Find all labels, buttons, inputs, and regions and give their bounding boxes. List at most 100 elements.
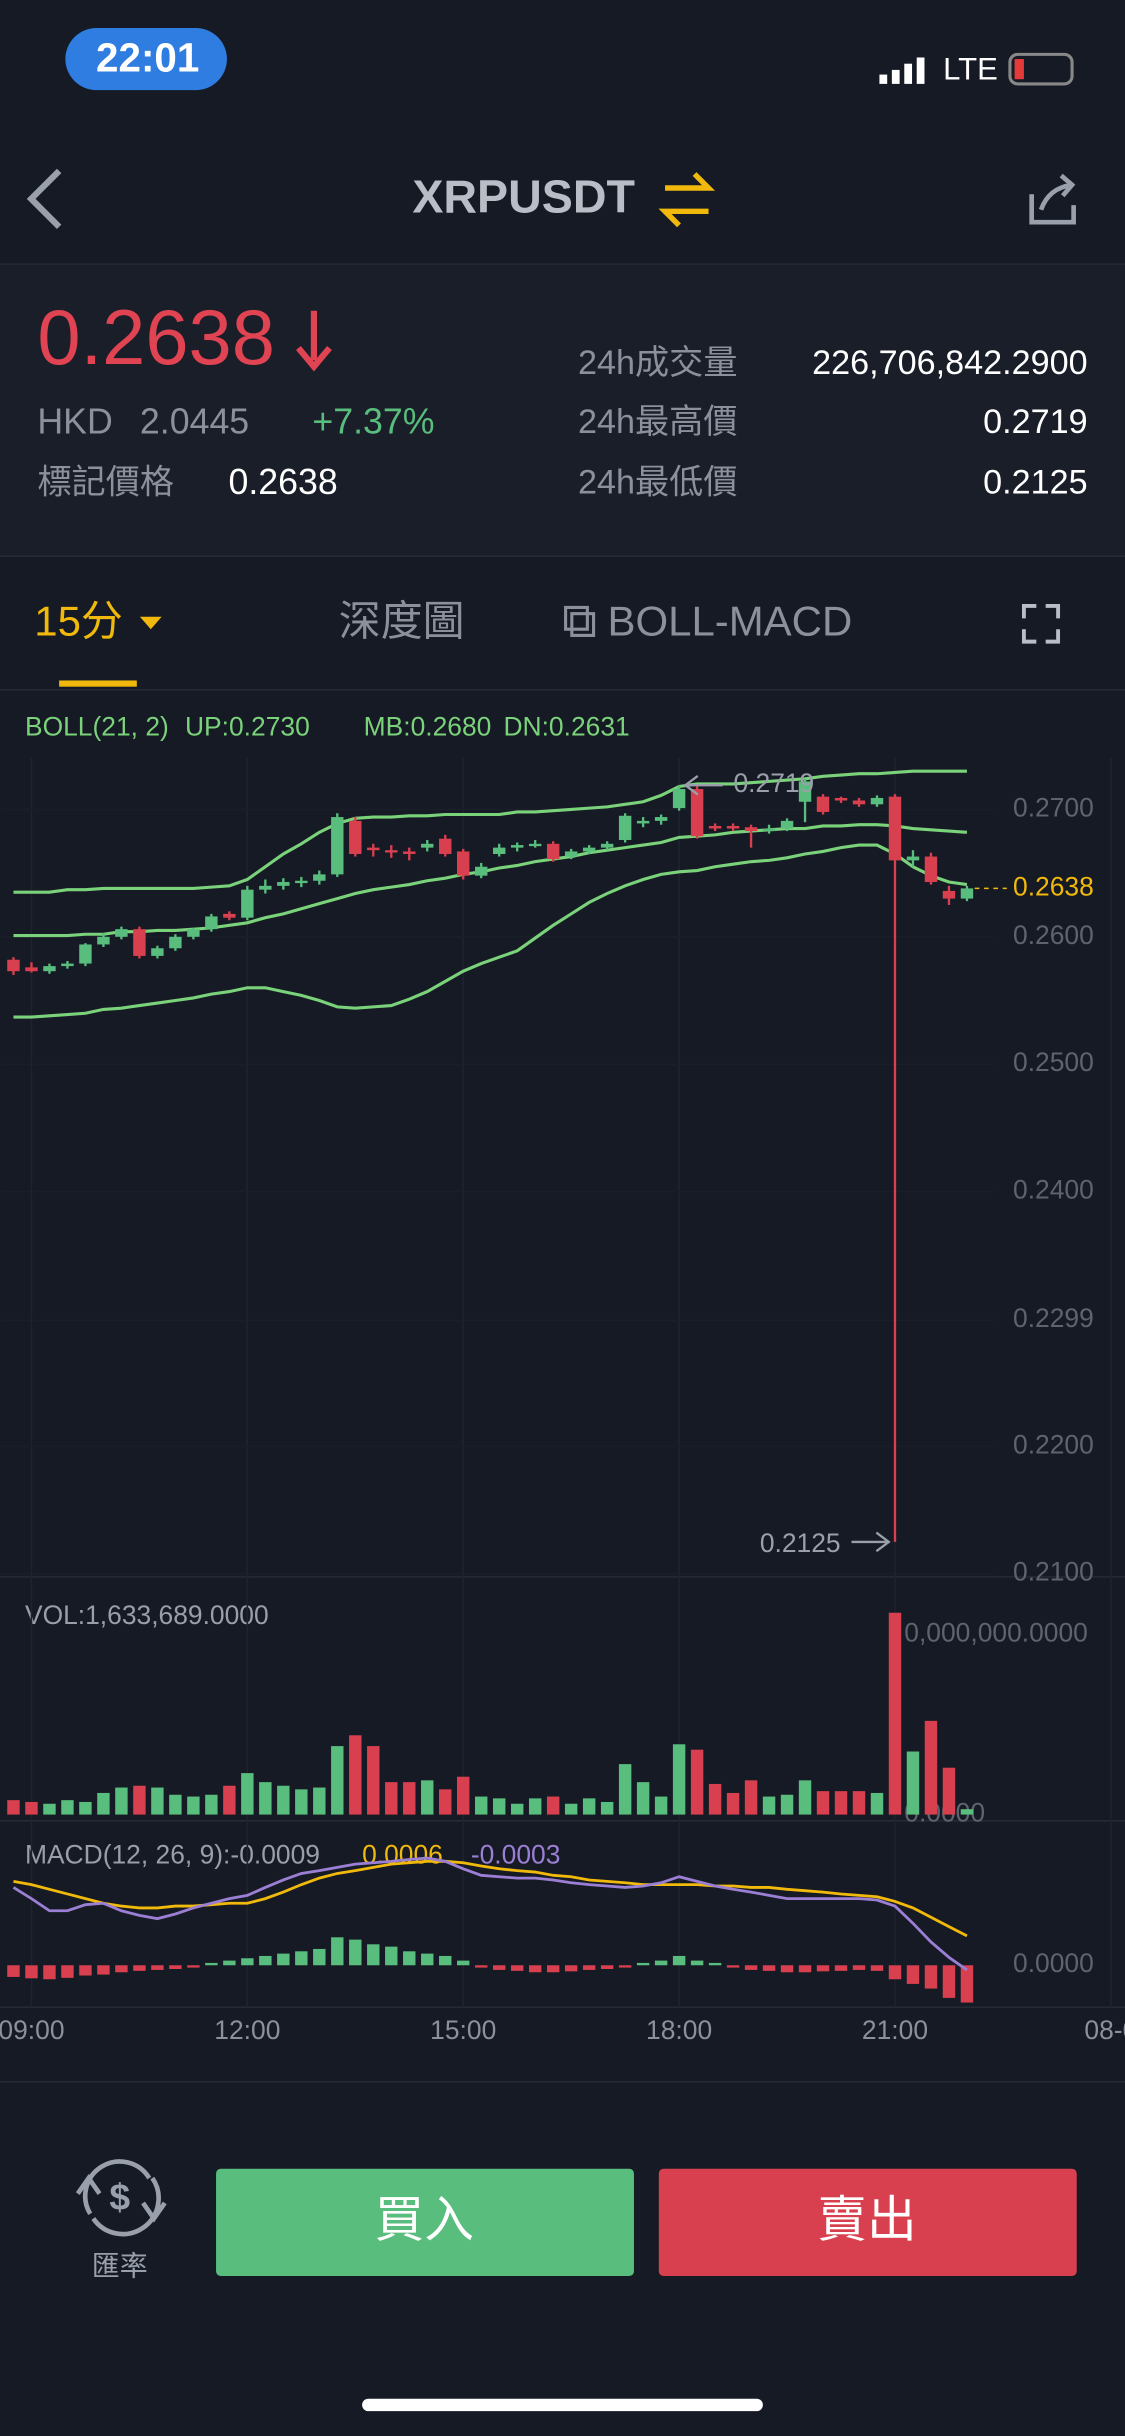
sell-button[interactable] bbox=[658, 2168, 1077, 2276]
fullscreen-button[interactable] bbox=[1021, 603, 1061, 644]
rate-label: 匯率 bbox=[92, 2251, 148, 2282]
volume-bar bbox=[798, 1780, 812, 1815]
macd-label: MACD(12, 26, 9):-0.0009 bbox=[25, 1839, 320, 1869]
macd-bar bbox=[690, 1960, 704, 1966]
candle-body bbox=[313, 874, 326, 881]
x-tick-label: 18:00 bbox=[646, 2015, 712, 2045]
macd-bar bbox=[708, 1962, 722, 1966]
volume-bar bbox=[115, 1787, 128, 1815]
volume-bar bbox=[510, 1803, 524, 1815]
macd-bar bbox=[223, 1960, 236, 1966]
candle-body bbox=[403, 851, 416, 854]
candle-body bbox=[906, 856, 920, 861]
volume-bar bbox=[906, 1751, 920, 1815]
candle-body bbox=[385, 850, 398, 853]
candle-body bbox=[744, 827, 758, 832]
candle-body bbox=[439, 838, 452, 854]
share-button[interactable] bbox=[1029, 173, 1076, 225]
boll-dn: DN:0.2631 bbox=[503, 712, 629, 742]
macd-dif-label: -0.0003 bbox=[471, 1839, 561, 1869]
candle-body bbox=[223, 913, 236, 918]
volume-bar bbox=[43, 1803, 56, 1815]
macd-bar bbox=[492, 1965, 506, 1970]
macd-bar bbox=[439, 1955, 452, 1966]
indicator-icon bbox=[564, 605, 596, 637]
candle-body bbox=[636, 820, 650, 824]
macd-bar bbox=[888, 1965, 902, 1980]
macd-bar bbox=[79, 1965, 92, 1976]
macd-bar bbox=[834, 1965, 848, 1971]
last-price: 0.2638 bbox=[37, 295, 275, 381]
macd-bar bbox=[600, 1965, 614, 1969]
macd-tick-label: 0.0000 bbox=[1013, 1948, 1094, 1978]
volume-bar bbox=[223, 1785, 236, 1815]
volume-bar bbox=[960, 1809, 974, 1815]
volume-bar bbox=[169, 1794, 182, 1815]
macd-bar bbox=[421, 1953, 434, 1966]
stat-label: 24h最低價 bbox=[578, 464, 737, 502]
boll-up: UP:0.2730 bbox=[185, 712, 310, 742]
network: LTE bbox=[943, 52, 998, 87]
tab-underline bbox=[59, 680, 137, 687]
stat-value: 0.2719 bbox=[983, 403, 1087, 441]
y-tick-label: 0.2200 bbox=[1013, 1429, 1094, 1459]
swap-icon[interactable] bbox=[658, 172, 716, 228]
macd-bar bbox=[187, 1965, 200, 1968]
candle-body bbox=[187, 929, 200, 937]
volume-bar bbox=[151, 1787, 164, 1815]
y-tick-label: 0.2700 bbox=[1013, 792, 1094, 822]
boll-mb: MB:0.2680 bbox=[364, 712, 492, 742]
low-arrow bbox=[851, 1531, 891, 1553]
x-tick-label: 21:00 bbox=[862, 2015, 928, 2045]
volume-bar bbox=[403, 1782, 416, 1815]
candle-body bbox=[61, 963, 74, 967]
volume-bar bbox=[870, 1792, 884, 1815]
volume-bar bbox=[690, 1749, 704, 1815]
volume-bar bbox=[888, 1612, 902, 1815]
x-tick-label: 15:00 bbox=[430, 2015, 496, 2045]
candle-body bbox=[654, 817, 668, 821]
depth-tab[interactable]: 深度圖 bbox=[339, 598, 465, 645]
candle-body bbox=[25, 967, 38, 972]
back-button[interactable] bbox=[26, 168, 62, 230]
down-arrow bbox=[296, 310, 332, 372]
macd-bar bbox=[7, 1965, 20, 1977]
macd-bar bbox=[457, 1960, 470, 1966]
volume-bar bbox=[313, 1787, 326, 1815]
volume-bar bbox=[726, 1792, 740, 1815]
candle-body bbox=[870, 797, 884, 805]
macd-bar bbox=[582, 1965, 596, 1970]
volume-bar bbox=[546, 1796, 560, 1815]
battery-level bbox=[1014, 59, 1024, 80]
candle-body bbox=[295, 880, 308, 884]
volume-bar bbox=[636, 1782, 650, 1815]
volume-bar bbox=[618, 1764, 632, 1815]
macd-bar bbox=[960, 1965, 974, 2003]
macd-bar bbox=[241, 1958, 254, 1966]
sell-label: 賣出 bbox=[817, 2191, 916, 2247]
macd-bar bbox=[133, 1965, 146, 1971]
boll-upper bbox=[13, 769, 967, 894]
volume-bar bbox=[25, 1801, 38, 1815]
volume-bar bbox=[744, 1780, 758, 1815]
candle-body bbox=[277, 882, 290, 886]
interval-tab[interactable]: 15分 bbox=[34, 598, 123, 645]
candle-body bbox=[259, 885, 272, 890]
macd-bar bbox=[564, 1965, 578, 1972]
candle-body bbox=[888, 796, 902, 861]
volume-bar bbox=[600, 1801, 614, 1815]
candle-body bbox=[762, 828, 776, 832]
rate-icon[interactable] bbox=[75, 2159, 167, 2237]
macd-bar bbox=[367, 1944, 380, 1966]
volume-tick-label: 0,000,000.0000 bbox=[904, 1617, 1088, 1647]
buy-button[interactable] bbox=[216, 2168, 634, 2276]
candle-body bbox=[367, 847, 380, 851]
macd-bar bbox=[618, 1965, 632, 1968]
macd-bar bbox=[259, 1955, 272, 1966]
volume-bar bbox=[61, 1800, 74, 1815]
volume-bar bbox=[475, 1796, 488, 1815]
macd-bar bbox=[654, 1960, 668, 1966]
indicator-tab[interactable]: BOLL-MACD bbox=[608, 598, 853, 645]
volume-bar bbox=[241, 1773, 254, 1815]
macd-bar bbox=[349, 1939, 362, 1966]
